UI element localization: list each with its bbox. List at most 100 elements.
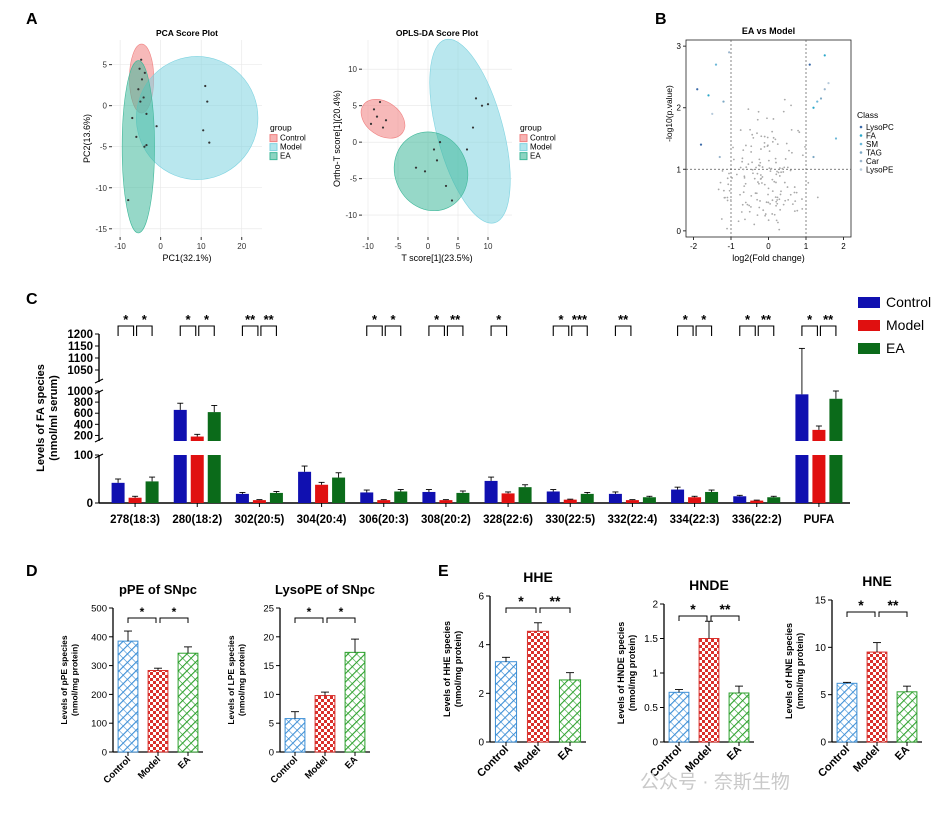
bar-control	[668, 691, 690, 743]
panel-letter-a: A	[26, 11, 38, 28]
chart-title: LysoPE of SNpc	[275, 582, 375, 597]
significance-bracket	[801, 325, 818, 336]
bar-ea	[705, 491, 719, 503]
significance-label: *	[745, 312, 751, 327]
nonsignificant-point	[743, 176, 746, 179]
score-point-ea	[444, 184, 448, 188]
y-tick-label: 1200	[67, 329, 93, 341]
y-tick-label: 5	[103, 61, 108, 70]
x-tick-label: 278(18:3)	[110, 514, 160, 526]
nonsignificant-point	[742, 168, 745, 171]
nonsignificant-point	[763, 135, 766, 138]
nonsignificant-point	[782, 203, 785, 206]
y-tick-label: 0	[820, 738, 826, 749]
nonsignificant-point	[774, 196, 777, 199]
legend-label-control: Control	[280, 134, 306, 143]
score-point-model	[471, 126, 475, 129]
legend-label-model: Model	[530, 143, 552, 152]
legend-swatch-model	[858, 320, 880, 331]
y-axis-label: -log10(p.value)	[664, 85, 674, 142]
y-tick-label: 10	[263, 690, 274, 701]
legend-label-model: Model	[886, 317, 924, 333]
x-tick-label: 2	[841, 242, 846, 251]
nonsignificant-point	[791, 151, 793, 154]
significance-label: *	[558, 312, 564, 327]
nonsignificant-point	[756, 132, 758, 135]
x-tick-label: 308(20:2)	[421, 514, 471, 526]
score-point-model	[480, 104, 484, 107]
legend-label-ea: EA	[280, 152, 291, 161]
nonsignificant-point	[741, 160, 744, 163]
significance-bracket	[326, 617, 356, 623]
significance-label: *	[496, 312, 502, 327]
bar-ea	[344, 651, 366, 753]
score-point-model	[208, 141, 211, 144]
nonsignificant-point	[750, 206, 752, 208]
bar-control	[608, 493, 622, 503]
nonsignificant-point	[741, 157, 744, 160]
axis-break-mark	[94, 437, 104, 443]
bar-control	[671, 489, 685, 503]
y-tick-label: 400	[74, 419, 93, 431]
y-tick-label: 1150	[68, 341, 93, 353]
x-tick-label: EA	[176, 754, 193, 771]
y-tick-label: 2	[652, 600, 658, 611]
bar-control	[484, 480, 498, 503]
significance-bracket	[678, 615, 708, 621]
panel-letter-e: E	[438, 563, 449, 580]
score-point-ea	[145, 112, 148, 115]
nonsignificant-point	[771, 199, 774, 202]
nonsignificant-point	[761, 166, 764, 168]
nonsignificant-point	[756, 172, 759, 175]
score-point-ea	[438, 141, 442, 144]
x-tick-label: Model	[683, 744, 714, 775]
nonsignificant-point	[760, 148, 762, 150]
significance-label: *	[390, 312, 396, 327]
nonsignificant-point	[790, 104, 792, 107]
x-tick-label: Model	[512, 744, 543, 775]
nonsignificant-point	[789, 193, 792, 196]
nonsignificant-point	[744, 218, 746, 221]
significance-label: *	[858, 597, 864, 613]
y-tick-label: 5	[820, 690, 826, 701]
nonsignificant-point	[732, 158, 735, 161]
score-point-ea	[131, 116, 134, 120]
significance-label: *	[372, 312, 378, 327]
y-tick-label: 5	[269, 719, 274, 730]
y-tick-label: 1100	[68, 353, 93, 365]
nonsignificant-point	[816, 196, 819, 199]
nonsignificant-point	[764, 214, 767, 217]
nonsignificant-point	[780, 190, 782, 193]
nonsignificant-point	[775, 204, 777, 207]
y-tick-label: 10	[348, 65, 357, 74]
bar-ea	[456, 492, 470, 503]
nonsignificant-point	[778, 167, 781, 169]
nonsignificant-point	[796, 209, 799, 212]
y-tick-label: 15	[263, 661, 274, 672]
y-tick-label: 2	[478, 689, 484, 700]
nonsignificant-point	[769, 170, 772, 173]
y-tick-label: 600	[74, 408, 93, 420]
nonsignificant-point	[739, 129, 742, 131]
legend-label-car: Car	[866, 157, 879, 166]
nonsignificant-point	[726, 196, 729, 199]
bar-model	[866, 651, 888, 743]
bar-model	[526, 630, 550, 743]
nonsignificant-point	[758, 206, 761, 209]
nonsignificant-point	[750, 151, 753, 153]
x-tick-label: -1	[727, 242, 735, 251]
x-tick-label: Model	[303, 754, 330, 781]
nonsignificant-point	[750, 145, 753, 148]
nonsignificant-point	[775, 173, 778, 176]
nonsignificant-point	[767, 159, 770, 162]
significance-bracket	[571, 325, 588, 336]
y-tick-label: 0	[102, 748, 107, 759]
score-point-model	[450, 199, 454, 202]
nonsignificant-point	[793, 191, 796, 194]
significant-point	[714, 63, 718, 66]
y-tick-label: 0	[103, 102, 108, 111]
bar-control	[546, 491, 560, 503]
significance-label: *	[434, 312, 440, 327]
y-tick-label: 2	[677, 104, 682, 113]
nonsignificant-point	[752, 172, 754, 175]
